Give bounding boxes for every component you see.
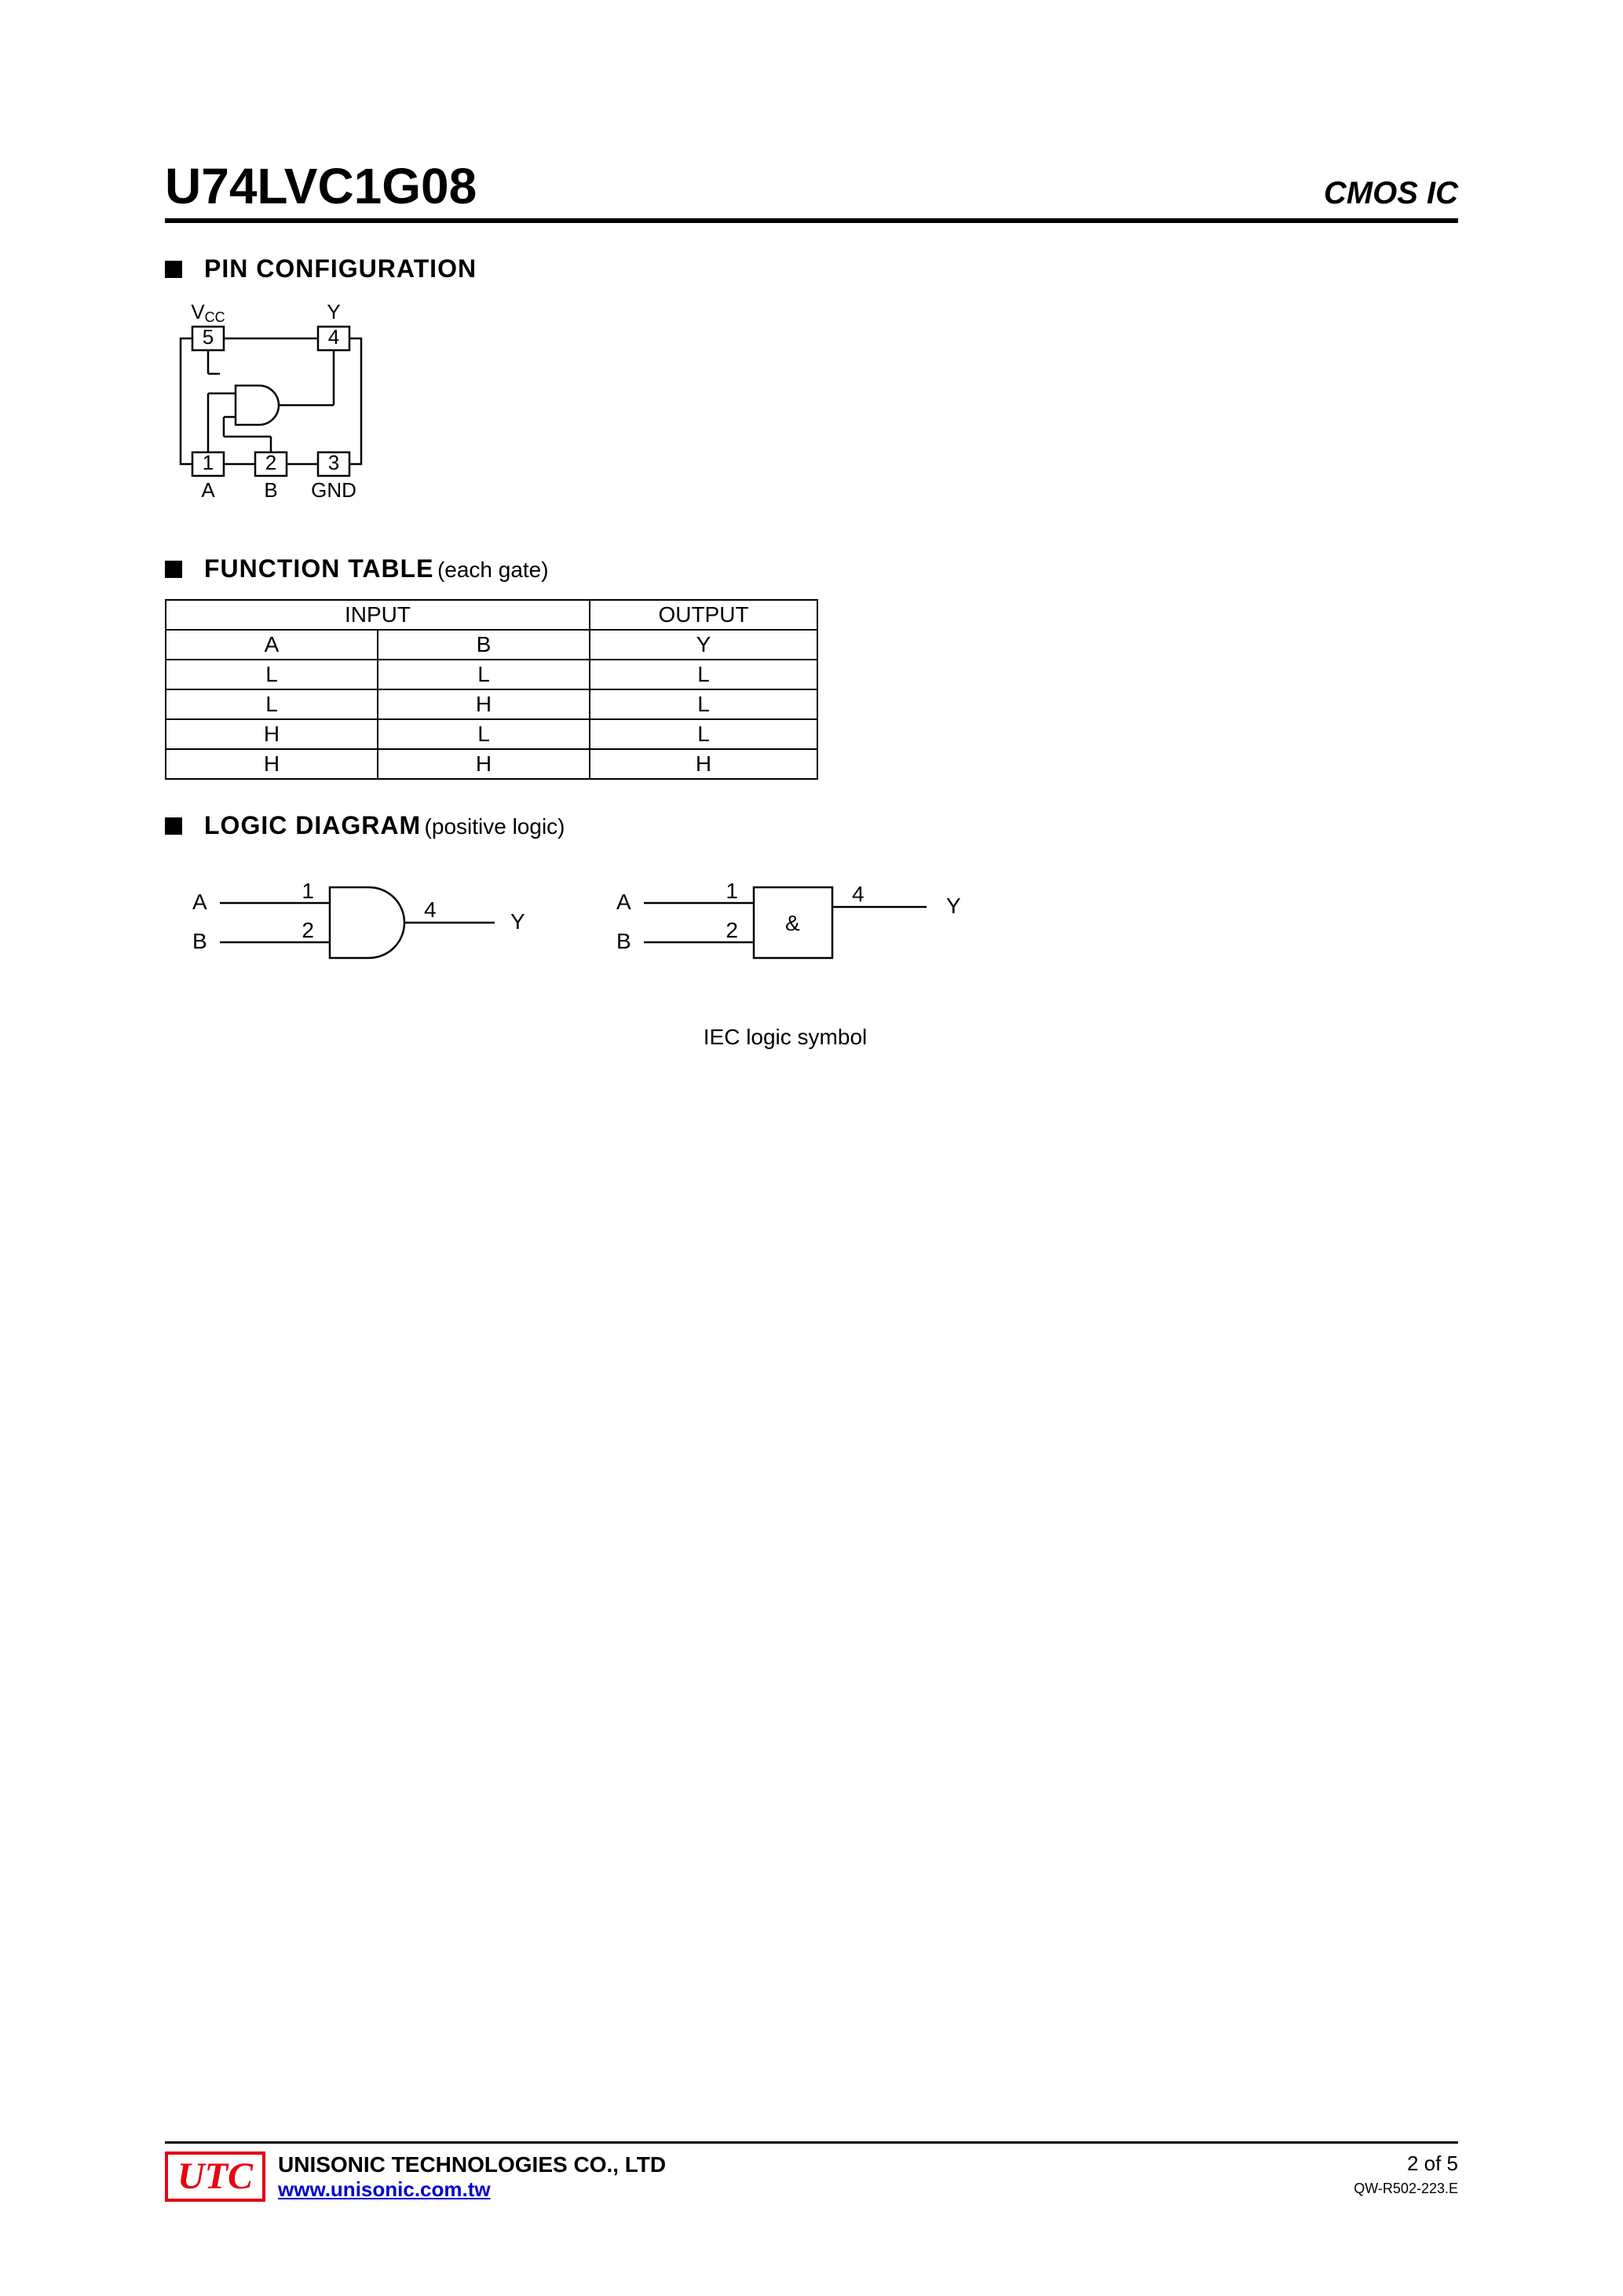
logic-iec-diagram: A B Y & 1 2 4: [589, 864, 981, 989]
footer-link[interactable]: www.unisonic.com.tw: [278, 2177, 491, 2201]
logic-pin-4: 4: [424, 898, 437, 922]
iec-pin-4: 4: [852, 882, 865, 906]
section-title-pin: PIN CONFIGURATION: [204, 254, 477, 283]
bullet-icon: [165, 561, 182, 578]
page-footer: UTC UNISONIC TECHNOLOGIES CO., LTD www.u…: [165, 2141, 1458, 2202]
pin-label-y: Y: [327, 300, 340, 324]
logic-diagram-row: A B Y 1 2 4 A B Y &: [165, 864, 1458, 1050]
iec-label-b: B: [616, 929, 631, 953]
function-table: INPUT OUTPUT A B Y L L L L H L H L L H H…: [165, 599, 818, 780]
pin-label-a: A: [201, 478, 215, 502]
logic-label-b: B: [192, 929, 207, 953]
iec-amp-symbol: &: [785, 911, 800, 935]
th-y: Y: [590, 630, 817, 660]
pin-num-4: 4: [328, 325, 339, 349]
table-row: L L L: [166, 660, 817, 689]
table-row: H H H: [166, 749, 817, 779]
logic-label-y: Y: [510, 909, 525, 934]
section-sub-logic: (positive logic): [425, 814, 565, 839]
section-title-logic: LOGIC DIAGRAM: [204, 811, 421, 839]
pin-config-diagram: VCC Y 5 4 1 2 3 A B GND: [165, 299, 400, 519]
logic-pin-2: 2: [302, 918, 314, 942]
footer-right: 2 of 5 QW-R502-223.E: [1354, 2152, 1458, 2197]
pin-num-3: 3: [328, 451, 339, 474]
category-label: CMOS IC: [1324, 176, 1458, 211]
logic-label-a: A: [192, 890, 207, 914]
logic-pin-1: 1: [302, 879, 314, 903]
pin-label-vcc: VCC: [191, 300, 225, 325]
logic-iec-block: A B Y & 1 2 4 IEC logic symbol: [589, 864, 981, 1050]
pin-label-b: B: [264, 478, 277, 502]
section-logic-diagram: LOGIC DIAGRAM (positive logic): [165, 811, 1458, 840]
iec-caption: IEC logic symbol: [589, 1025, 981, 1050]
iec-pin-1: 1: [726, 879, 738, 903]
section-title-func: FUNCTION TABLE: [204, 554, 433, 583]
page-header: U74LVC1G08 CMOS IC: [165, 157, 1458, 223]
part-number: U74LVC1G08: [165, 157, 477, 215]
bullet-icon: [165, 817, 182, 835]
iec-label-a: A: [616, 890, 631, 914]
th-b: B: [378, 630, 590, 660]
section-sub-func: (each gate): [437, 558, 549, 582]
table-row: L H L: [166, 689, 817, 719]
pin-num-5: 5: [203, 325, 214, 349]
bullet-icon: [165, 261, 182, 278]
iec-label-y: Y: [946, 894, 961, 918]
th-output: OUTPUT: [590, 600, 817, 630]
utc-logo: UTC: [165, 2152, 265, 2202]
doc-code: QW-R502-223.E: [1354, 2181, 1458, 2197]
section-function-table: FUNCTION TABLE (each gate): [165, 554, 1458, 583]
iec-pin-2: 2: [726, 918, 738, 942]
section-pin-config: PIN CONFIGURATION: [165, 254, 1458, 283]
pin-num-2: 2: [265, 451, 276, 474]
pin-num-1: 1: [203, 451, 214, 474]
footer-left: UTC UNISONIC TECHNOLOGIES CO., LTD www.u…: [165, 2152, 666, 2202]
th-a: A: [166, 630, 378, 660]
page-number: 2 of 5: [1354, 2152, 1458, 2176]
th-input: INPUT: [166, 600, 590, 630]
footer-company: UNISONIC TECHNOLOGIES CO., LTD: [278, 2152, 666, 2177]
table-row: H L L: [166, 719, 817, 749]
pin-label-gnd: GND: [311, 478, 356, 502]
logic-ansi-diagram: A B Y 1 2 4: [165, 864, 542, 989]
